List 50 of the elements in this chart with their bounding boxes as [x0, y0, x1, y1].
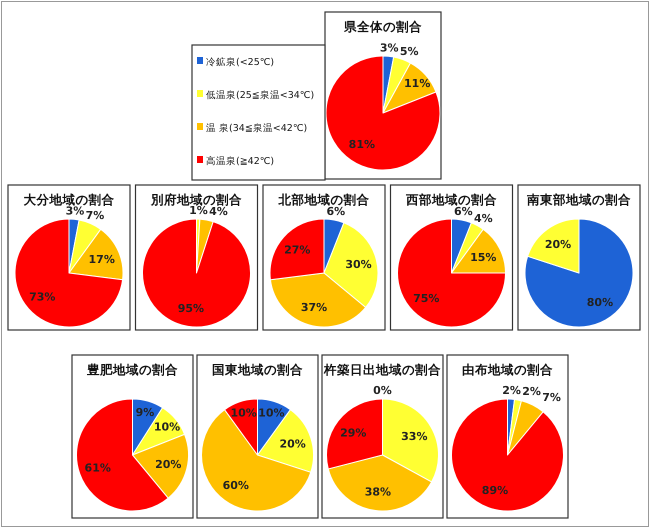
data-label: 4%: [474, 212, 493, 225]
data-label: 80%: [586, 296, 614, 309]
data-label: 11%: [404, 76, 430, 90]
data-label: 95%: [178, 302, 204, 316]
chart-title: 杵築日出地域の割合: [323, 362, 441, 377]
data-label: 38%: [364, 486, 392, 499]
data-label: 81%: [348, 138, 376, 152]
chart-title: 大分地域の割合: [24, 192, 114, 207]
text: 0%: [373, 384, 392, 397]
data-label: 30%: [345, 258, 372, 272]
data-label: 29%: [340, 426, 366, 440]
data-label: 2%: [522, 385, 541, 398]
data-label: 4%: [209, 205, 228, 218]
legend-label: 温 泉(34≦泉温<42℃): [206, 122, 308, 134]
data-label: 10%: [230, 406, 257, 420]
data-label: 20%: [544, 238, 572, 252]
data-label: 37%: [300, 301, 328, 314]
legend-label: 冷鉱泉(<25℃): [206, 56, 274, 68]
data-label: 15%: [470, 250, 496, 264]
legend-label: 高温泉(≧42℃): [206, 155, 274, 167]
data-label: 17%: [88, 252, 115, 266]
chart-title: 北部地域の割合: [278, 192, 370, 207]
data-label: 61%: [84, 462, 111, 475]
data-label: 9%: [136, 406, 154, 419]
chart-title: 国東地域の割合: [212, 362, 303, 377]
data-label: 1%: [189, 204, 208, 218]
data-label: 75%: [413, 292, 440, 306]
legend-label: 低温泉(25≦泉温<34℃): [206, 89, 314, 101]
chart-title: 豊肥地域の割合: [86, 362, 178, 377]
data-label: 89%: [482, 484, 508, 497]
data-label: 33%: [401, 430, 428, 444]
data-label: 5%: [400, 44, 419, 58]
data-label: 27%: [284, 243, 310, 256]
data-label: 20%: [279, 438, 306, 451]
data-label: 3%: [380, 41, 399, 54]
data-label: 6%: [326, 205, 346, 218]
data-label: 2%: [502, 384, 521, 398]
data-label: 20%: [155, 458, 182, 472]
chart-title: 別府地域の割合: [150, 192, 242, 207]
chart-title: 県全体の割合: [343, 19, 422, 34]
data-label: 7%: [86, 209, 104, 222]
chart-title: 西部地域の割合: [405, 192, 497, 207]
data-label: 60%: [222, 478, 249, 492]
data-label: 10%: [154, 420, 180, 434]
data-label: 7%: [542, 391, 561, 404]
chart-title: 南東部地域の割合: [526, 192, 631, 207]
data-label: 6%: [454, 205, 473, 218]
data-label: 73%: [29, 290, 56, 304]
data-label: 10%: [258, 406, 285, 420]
chart-title: 由布地域の割合: [462, 362, 553, 377]
